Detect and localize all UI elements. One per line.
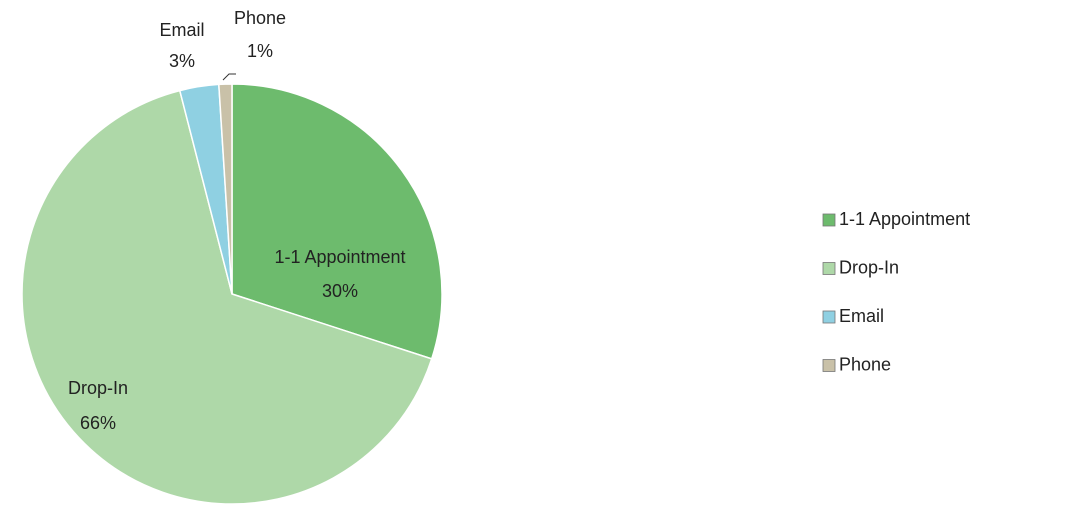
slice-value-label: 30% — [322, 281, 358, 301]
slice-label: Email — [159, 20, 204, 40]
pie-slice — [21, 89, 433, 505]
legend-label: 1-1 Appointment — [839, 209, 970, 229]
legend-swatch — [822, 359, 836, 372]
legend-swatch — [822, 310, 836, 324]
slice-value-label: 66% — [80, 413, 116, 433]
legend-label: Drop-In — [839, 257, 899, 277]
slice-label: Drop-In — [68, 378, 128, 398]
slice-value-label: 1% — [247, 41, 273, 61]
legend-label: Email — [839, 306, 884, 326]
pie-slice — [218, 83, 233, 295]
leader-line — [222, 73, 236, 81]
legend-swatch — [822, 213, 836, 227]
slice-label: Phone — [234, 8, 286, 28]
pie-slice — [231, 83, 443, 360]
slice-value-label: 3% — [169, 51, 195, 71]
legend-swatch — [822, 262, 836, 275]
legend-label: Phone — [839, 354, 891, 374]
slice-label: 1-1 Appointment — [274, 247, 405, 267]
